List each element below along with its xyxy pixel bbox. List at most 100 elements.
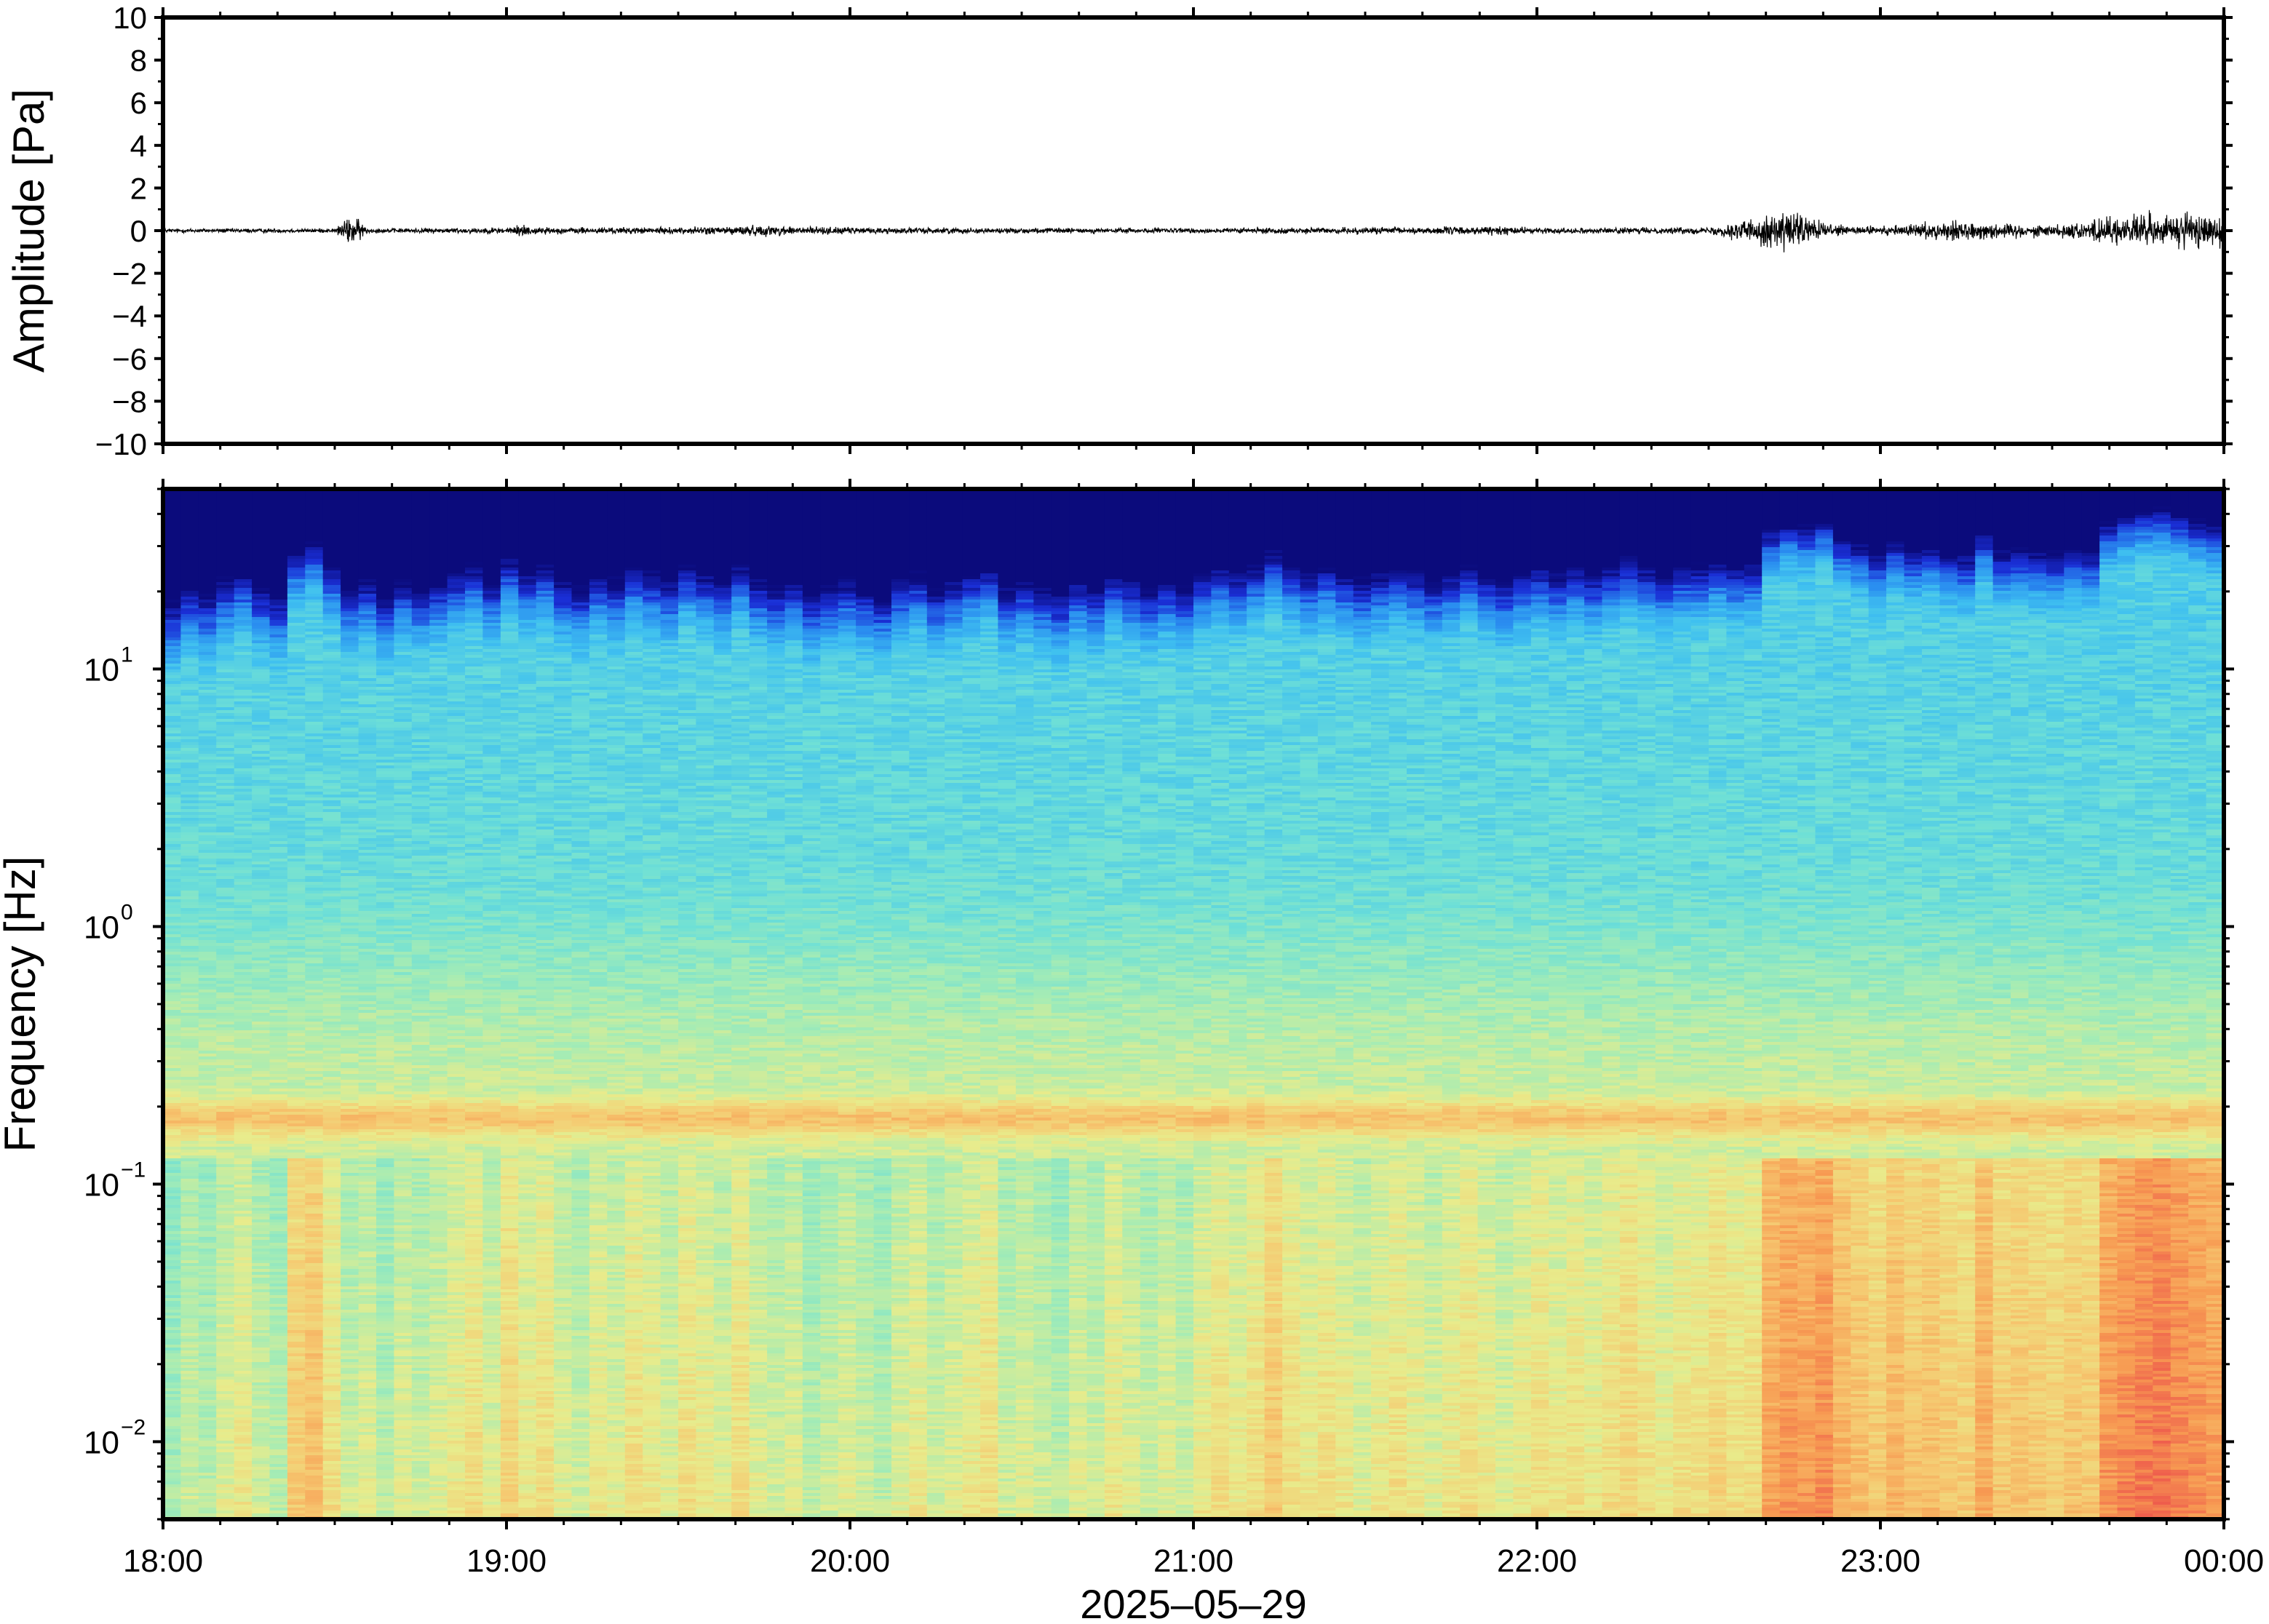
spectrogram-cell bbox=[216, 704, 235, 708]
spectrogram-cell bbox=[216, 562, 235, 565]
spectrogram-cell bbox=[252, 655, 271, 658]
spectrogram-cell bbox=[198, 550, 217, 554]
spectrogram-cell bbox=[216, 733, 235, 737]
spectrogram-cell bbox=[234, 1481, 253, 1485]
spectrogram-cell bbox=[163, 748, 181, 752]
spectrogram-cell bbox=[198, 1123, 217, 1127]
spectrogram-cell bbox=[216, 1490, 235, 1494]
spectrogram-cell bbox=[322, 751, 341, 755]
spectrogram-cell bbox=[216, 524, 235, 528]
spectrogram-cell bbox=[180, 1010, 199, 1014]
spectrogram-cell bbox=[341, 1147, 359, 1150]
spectrogram-cell bbox=[269, 1228, 288, 1232]
spectrogram-cell bbox=[269, 1231, 288, 1235]
spectrogram-cell bbox=[180, 958, 199, 961]
spectrogram-cell bbox=[305, 1208, 324, 1211]
spectrogram-cell bbox=[376, 1091, 394, 1095]
spectrogram-cell bbox=[394, 923, 413, 926]
spectrogram-cell bbox=[358, 1109, 377, 1112]
spectrogram-cell bbox=[322, 768, 341, 772]
spectrogram-cell bbox=[341, 1275, 359, 1278]
spectrogram-cell bbox=[269, 937, 288, 941]
spectrogram-cell bbox=[163, 1022, 181, 1025]
spectrogram-cell bbox=[358, 1254, 377, 1258]
spectrogram-cell bbox=[358, 1042, 377, 1046]
spectrogram-cell bbox=[394, 783, 413, 787]
spectrogram-cell bbox=[198, 591, 217, 594]
spectrogram-cell bbox=[341, 908, 359, 912]
spectrogram-cell bbox=[269, 984, 288, 987]
spectrogram-cell bbox=[394, 713, 413, 717]
spectrogram-cell bbox=[322, 655, 341, 658]
spectrogram-cell bbox=[376, 1167, 394, 1171]
spectrogram-cell bbox=[376, 1202, 394, 1206]
spectrogram-cell bbox=[198, 911, 217, 915]
spectrogram-cell bbox=[358, 579, 377, 583]
spectrogram-cell bbox=[198, 1251, 217, 1255]
spectrogram-cell bbox=[305, 565, 324, 568]
spectrogram-cell bbox=[394, 926, 413, 929]
spectrogram-cell bbox=[287, 591, 306, 594]
spectrogram-cell bbox=[252, 704, 271, 708]
spectrogram-cell bbox=[252, 757, 271, 760]
spectrogram-cell bbox=[394, 646, 413, 650]
waveform-ytick-label: −10 bbox=[95, 427, 147, 461]
spectrogram-cell bbox=[163, 646, 181, 650]
spectrogram-cell bbox=[234, 943, 253, 947]
spectrogram-cell bbox=[376, 1426, 394, 1430]
spectrogram-cell bbox=[341, 576, 359, 580]
spectrogram-cell bbox=[322, 515, 341, 519]
spectrogram-cell bbox=[216, 1010, 235, 1014]
spectrogram-cell bbox=[305, 576, 324, 580]
spectrogram-cell bbox=[252, 1499, 271, 1502]
spectrogram-cell bbox=[198, 873, 217, 877]
spectrogram-cell bbox=[163, 1077, 181, 1080]
spectrogram-cell bbox=[252, 771, 271, 775]
spectrogram-cell bbox=[252, 990, 271, 993]
spectrogram-cell bbox=[216, 1313, 235, 1316]
spectrogram-cell bbox=[287, 789, 306, 792]
spectrogram-cell bbox=[198, 1190, 217, 1194]
spectrogram-cell bbox=[163, 832, 181, 836]
spectrogram-cell bbox=[234, 1024, 253, 1028]
spectrogram-cell bbox=[252, 1074, 271, 1078]
spectrogram-cell bbox=[234, 693, 253, 696]
spectrogram-cell bbox=[269, 995, 288, 999]
spectrogram-cell bbox=[198, 1339, 217, 1342]
spectrogram-cell bbox=[305, 1391, 324, 1395]
spectrogram-cell bbox=[234, 1496, 253, 1500]
spectrogram-cell bbox=[358, 1513, 377, 1517]
spectrogram-cell bbox=[216, 1065, 235, 1069]
spectrogram-cell bbox=[180, 1420, 199, 1424]
spectrogram-cell bbox=[287, 1176, 306, 1179]
spectrogram-cell bbox=[376, 1190, 394, 1194]
spectrogram-cell bbox=[216, 672, 235, 676]
spectrogram-cell bbox=[394, 562, 413, 565]
spectrogram-cell bbox=[322, 937, 341, 941]
spectrogram-cell bbox=[198, 1257, 217, 1261]
spectrogram-cell bbox=[252, 1237, 271, 1241]
spectrogram-cell bbox=[269, 669, 288, 673]
spectrogram-cell bbox=[234, 661, 253, 664]
spectrogram-cell bbox=[305, 611, 324, 615]
spectrogram-cell bbox=[198, 1333, 217, 1337]
spectrogram-cell bbox=[252, 1254, 271, 1258]
spectrogram-cell bbox=[234, 1429, 253, 1433]
spectrogram-cell bbox=[394, 879, 413, 883]
spectrogram-cell bbox=[269, 969, 288, 973]
spectrogram-cell bbox=[216, 739, 235, 743]
spectrogram-cell bbox=[216, 893, 235, 897]
spectrogram-cell bbox=[322, 1217, 341, 1220]
spectrogram-cell bbox=[252, 940, 271, 944]
spectrogram-cell bbox=[287, 923, 306, 926]
spectrogram-cell bbox=[269, 1115, 288, 1118]
spectrogram-cell bbox=[234, 864, 253, 868]
spectrogram-cell bbox=[341, 920, 359, 923]
spectrogram-cell bbox=[180, 972, 199, 976]
spectrogram-cell bbox=[287, 1490, 306, 1494]
spectrogram-cell bbox=[198, 1330, 217, 1334]
spectrogram-cell bbox=[269, 739, 288, 743]
spectrogram-cell bbox=[376, 806, 394, 810]
spectrogram-cell bbox=[394, 608, 413, 612]
spectrogram-cell bbox=[216, 757, 235, 760]
